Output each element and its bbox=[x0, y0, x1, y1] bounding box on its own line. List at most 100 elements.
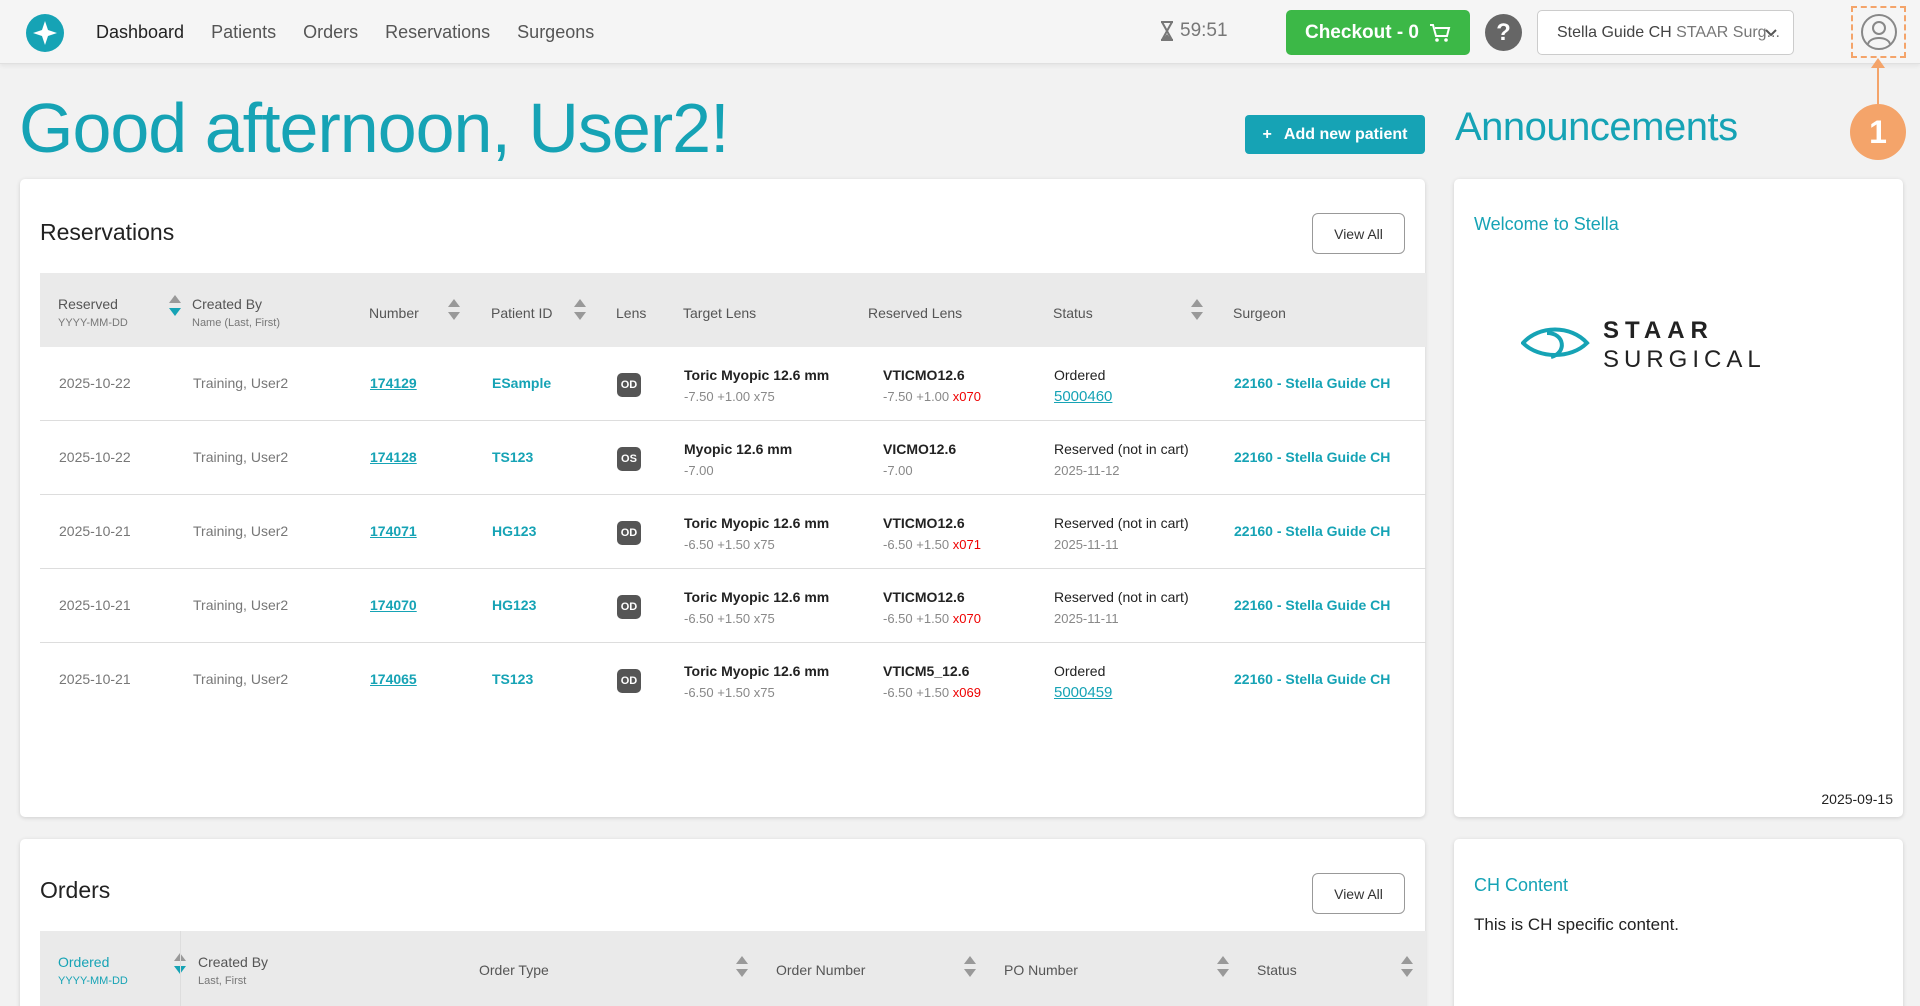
sort-icon[interactable] bbox=[448, 299, 460, 321]
sort-icon[interactable] bbox=[1217, 956, 1229, 978]
reservations-card: Reservations View All Reserved YYYY-MM-DD… bbox=[20, 179, 1426, 962]
reserved-lens-axis: x071 bbox=[952, 537, 981, 552]
cell-number-link[interactable]: 174071 bbox=[370, 523, 417, 539]
cell-created-by: Training, User2 bbox=[193, 523, 289, 539]
table-row: 2025-10-22 Training, User2 174129 ESampl… bbox=[40, 347, 1426, 421]
th-created-by-sub: Last, First bbox=[198, 975, 247, 987]
nav-reservations[interactable]: Reservations bbox=[385, 21, 491, 42]
cell-status: Ordered 5000460 bbox=[1054, 364, 1112, 408]
target-lens-power: -6.50 +1.50 x75 bbox=[684, 611, 775, 626]
status-date: 2025-11-11 bbox=[1054, 537, 1119, 552]
logo-line2: SURGICAL bbox=[1603, 346, 1766, 373]
reserved-lens-model: VTICM5_12.6 bbox=[883, 663, 970, 679]
order-number-link[interactable]: 5000459 bbox=[1054, 684, 1113, 701]
nav-patients[interactable]: Patients bbox=[211, 21, 277, 42]
target-lens-power: -6.50 +1.50 x75 bbox=[684, 685, 775, 700]
cell-created-by: Training, User2 bbox=[193, 375, 289, 391]
th-patient-id[interactable]: Patient ID bbox=[491, 305, 553, 321]
cell-target-lens: Toric Myopic 12.6 mm -6.50 +1.50 x75 bbox=[684, 660, 829, 704]
cell-status: Reserved (not in cart) 2025-11-11 bbox=[1054, 512, 1189, 556]
th-status[interactable]: Status bbox=[1053, 305, 1093, 321]
reserved-lens-power: -6.50 +1.50 bbox=[883, 685, 950, 700]
cell-status: Ordered 5000459 bbox=[1054, 660, 1112, 704]
chevron-down-icon bbox=[1765, 24, 1777, 40]
checkout-label: Checkout - 0 bbox=[1304, 21, 1420, 43]
th-reserved[interactable]: Reserved YYYY-MM-DD bbox=[58, 296, 128, 329]
status-date: 2025-11-11 bbox=[1054, 611, 1119, 626]
cell-number-link[interactable]: 174065 bbox=[370, 671, 417, 687]
reserved-lens-model: VTICMO12.6 bbox=[883, 515, 965, 531]
help-icon: ? bbox=[1496, 18, 1511, 46]
cell-patient-id-link[interactable]: ESample bbox=[492, 375, 552, 391]
add-patient-label: Add new patient bbox=[1283, 125, 1408, 143]
th-created-by-label: Created By bbox=[198, 954, 269, 970]
nav-dashboard[interactable]: Dashboard bbox=[96, 21, 185, 42]
status-text: Reserved (not in cart) bbox=[1054, 515, 1189, 531]
target-lens-name: Toric Myopic 12.6 mm bbox=[684, 589, 830, 605]
cell-reserved-lens: VTICMO12.6 -6.50 +1.50 x070 bbox=[883, 586, 981, 630]
lens-badge: OS bbox=[617, 447, 641, 471]
announcement-date: 2025-09-15 bbox=[1821, 791, 1893, 807]
callout-arrow bbox=[1871, 58, 1885, 68]
th-reserved-sub: YYYY-MM-DD bbox=[58, 317, 128, 329]
staar-surgical-logo: STAAR SURGICAL bbox=[1520, 315, 1791, 380]
reservations-title: Reservations bbox=[40, 219, 175, 245]
status-text: Reserved (not in cart) bbox=[1054, 589, 1189, 605]
cell-patient-id-link[interactable]: HG123 bbox=[492, 523, 537, 539]
cell-number-link[interactable]: 174128 bbox=[370, 449, 417, 465]
reserved-lens-model: VTICMO12.6 bbox=[883, 589, 965, 605]
reserved-lens-power: -6.50 +1.50 bbox=[883, 611, 950, 626]
sort-icon[interactable] bbox=[736, 956, 748, 978]
sort-icon[interactable] bbox=[1191, 299, 1203, 321]
cell-patient-id-link[interactable]: TS123 bbox=[492, 449, 534, 465]
cell-number-link[interactable]: 174070 bbox=[370, 597, 417, 613]
sort-icon[interactable] bbox=[964, 956, 976, 978]
cell-created-by: Training, User2 bbox=[193, 449, 289, 465]
sort-icon[interactable] bbox=[169, 295, 181, 317]
cell-target-lens: Toric Myopic 12.6 mm -6.50 +1.50 x75 bbox=[684, 586, 829, 630]
cell-patient-id-link[interactable]: TS123 bbox=[492, 671, 534, 687]
announcement-title[interactable]: Welcome to Stella bbox=[1474, 214, 1619, 234]
cell-target-lens: Myopic 12.6 mm -7.00 bbox=[684, 438, 792, 482]
help-button[interactable]: ? bbox=[1485, 14, 1522, 51]
target-lens-power: -6.50 +1.50 x75 bbox=[684, 537, 775, 552]
stella-logo-icon[interactable] bbox=[26, 14, 64, 52]
th-order-number[interactable]: Order Number bbox=[776, 962, 866, 978]
order-number-link[interactable]: 5000460 bbox=[1054, 388, 1113, 405]
cell-reserved-lens: VICMO12.6 -7.00 bbox=[883, 438, 956, 482]
cell-surgeon-link[interactable]: 22160 - Stella Guide CH bbox=[1234, 523, 1391, 539]
cell-created-by: Training, User2 bbox=[193, 597, 289, 613]
account-selector[interactable]: Stella Guide CH STAAR Surg... bbox=[1537, 10, 1794, 55]
reservations-view-all-button[interactable]: View All bbox=[1312, 213, 1405, 254]
th-status[interactable]: Status bbox=[1257, 962, 1297, 978]
cell-surgeon-link[interactable]: 22160 - Stella Guide CH bbox=[1234, 375, 1391, 391]
cart-icon bbox=[1430, 23, 1451, 42]
th-ordered[interactable]: Ordered YYYY-MM-DD bbox=[58, 954, 128, 987]
add-new-patient-button[interactable]: + Add new patient bbox=[1245, 115, 1425, 154]
account-company: STAAR Surg... bbox=[1676, 23, 1780, 41]
checkout-button[interactable]: Checkout - 0 bbox=[1286, 10, 1470, 55]
cell-number-link[interactable]: 174129 bbox=[370, 375, 417, 391]
cell-surgeon-link[interactable]: 22160 - Stella Guide CH bbox=[1234, 597, 1391, 613]
table-row: 2025-10-22 Training, User2 174128 TS123 … bbox=[40, 421, 1426, 495]
th-order-type[interactable]: Order Type bbox=[479, 962, 549, 978]
reserved-lens-axis: x070 bbox=[952, 611, 981, 626]
cell-surgeon-link[interactable]: 22160 - Stella Guide CH bbox=[1234, 449, 1391, 465]
announcement-card-welcome: Welcome to Stella 2025-09-15 bbox=[1454, 179, 1903, 817]
nav-orders[interactable]: Orders bbox=[303, 21, 359, 42]
target-lens-power: -7.00 bbox=[684, 463, 714, 478]
session-timer: 59:51 bbox=[1160, 20, 1228, 42]
cell-surgeon-link[interactable]: 22160 - Stella Guide CH bbox=[1234, 671, 1391, 687]
sort-icon[interactable] bbox=[574, 299, 586, 321]
user-profile-button[interactable] bbox=[1851, 6, 1906, 58]
th-number[interactable]: Number bbox=[369, 305, 419, 321]
plus-icon: + bbox=[1262, 125, 1272, 143]
announcement-title[interactable]: CH Content bbox=[1474, 875, 1569, 895]
orders-view-all-button[interactable]: View All bbox=[1312, 873, 1405, 914]
th-po-number[interactable]: PO Number bbox=[1004, 962, 1078, 978]
cell-created-by: Training, User2 bbox=[193, 671, 289, 687]
nav-surgeons[interactable]: Surgeons bbox=[517, 21, 595, 42]
sort-icon[interactable] bbox=[1401, 956, 1413, 978]
cell-patient-id-link[interactable]: HG123 bbox=[492, 597, 537, 613]
top-nav-bar: Dashboard Patients Orders Reservations S… bbox=[0, 0, 1920, 64]
